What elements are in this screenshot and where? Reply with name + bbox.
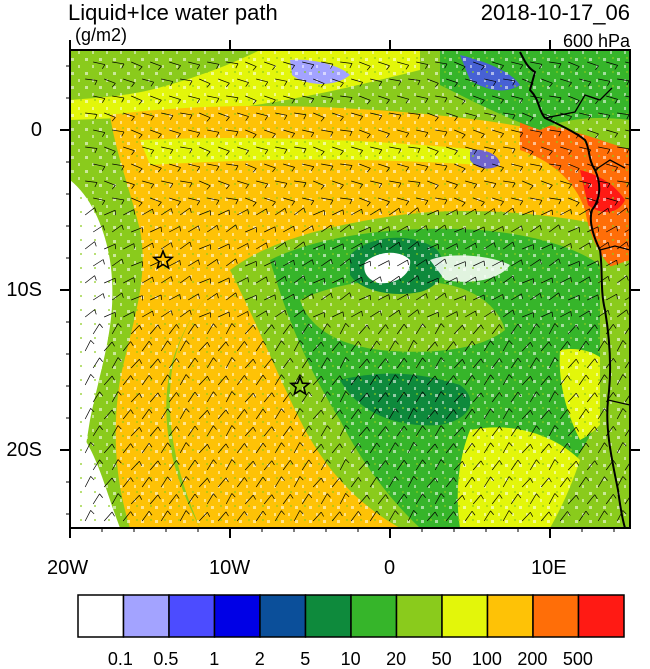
x-tick-label-20w: 20W — [47, 558, 88, 578]
colorbar-box — [260, 595, 306, 637]
wind-barb-feather — [632, 358, 635, 362]
y-tick-label-0: 0 — [0, 120, 42, 140]
wind-barb-feather — [632, 460, 635, 464]
wind-barb-feather — [634, 167, 637, 171]
wind-barb-feather — [634, 99, 637, 103]
colorbar — [78, 595, 624, 637]
colorbar-label: 0.1 — [108, 650, 133, 668]
wind-barb-feather — [632, 426, 635, 430]
colorbar-label: 10 — [341, 650, 361, 668]
colorbar-box — [124, 595, 170, 637]
colorbar-box — [78, 595, 124, 637]
y-tick-label-20s: 20S — [0, 440, 42, 460]
field-speckle — [70, 50, 630, 528]
colorbar-label: 0.5 — [153, 650, 178, 668]
colorbar-label: 50 — [432, 650, 452, 668]
data-field — [70, 50, 637, 528]
x-tick-label-10w: 10W — [209, 558, 250, 578]
wind-barb-feather — [632, 324, 635, 328]
colorbar-label: 100 — [472, 650, 502, 668]
colorbar-box — [169, 595, 215, 637]
colorbar-label: 1 — [209, 650, 219, 668]
colorbar-label: 5 — [300, 650, 310, 668]
colorbar-box — [579, 595, 625, 637]
wind-barb-feather — [634, 201, 637, 205]
wind-barb-feather — [635, 294, 636, 299]
wind-barb-feather — [632, 392, 635, 396]
colorbar-box — [533, 595, 579, 637]
colorbar-box — [351, 595, 397, 637]
colorbar-label: 20 — [386, 650, 406, 668]
wind-barb-feather — [635, 260, 636, 265]
y-tick-label-10s: 10S — [0, 280, 42, 300]
colorbar-box — [488, 595, 534, 637]
colorbar-box — [397, 595, 443, 637]
colorbar-label: 2 — [255, 650, 265, 668]
wind-barb-feather — [635, 226, 636, 231]
colorbar-label: 500 — [563, 650, 593, 668]
x-tick-label-0: 0 — [384, 558, 395, 578]
x-tick-label-10e: 10E — [531, 558, 567, 578]
wind-barb-feather — [634, 65, 637, 69]
colorbar-box — [215, 595, 261, 637]
wind-barb-feather — [632, 494, 635, 498]
colorbar-label: 200 — [517, 650, 547, 668]
wind-barb-feather — [634, 133, 637, 137]
colorbar-box — [306, 595, 352, 637]
colorbar-box — [442, 595, 488, 637]
